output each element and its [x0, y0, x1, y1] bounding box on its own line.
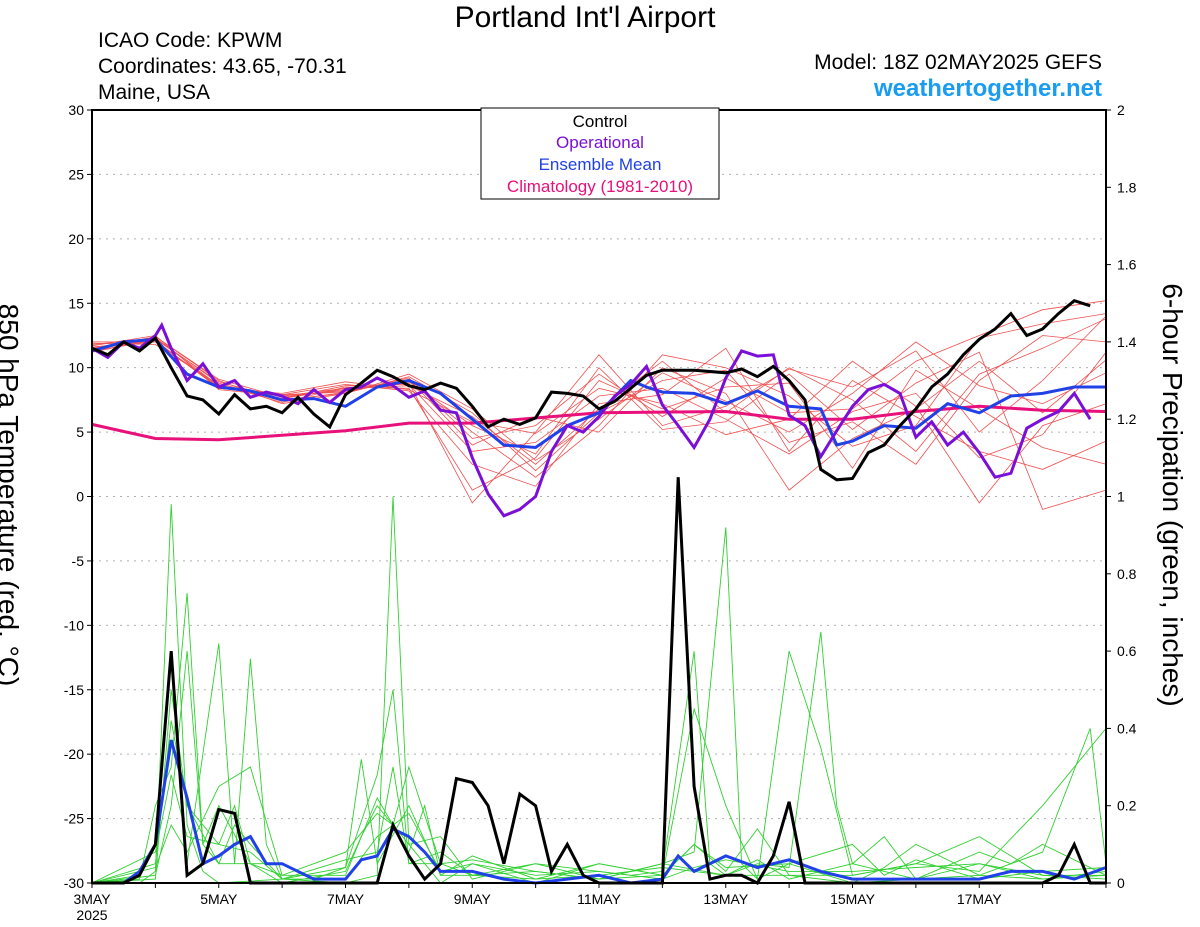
left-tick-label: -30 — [64, 875, 84, 891]
legend-climatology: Climatology (1981-2010) — [507, 177, 693, 196]
left-tick-label: 5 — [76, 424, 84, 440]
right-tick-label: 0.2 — [1117, 798, 1137, 814]
right-tick-label: 0 — [1117, 875, 1125, 891]
left-tick-label: 15 — [68, 295, 84, 311]
chart-title: Portland Int'l Airport — [454, 1, 716, 34]
right-tick-label: 2 — [1117, 102, 1125, 118]
legend-operational: Operational — [556, 133, 644, 152]
left-tick-label: -10 — [64, 617, 84, 633]
temp-member-line — [92, 341, 1107, 461]
x-tick-label: 7MAY — [327, 891, 365, 907]
model-run: Model: 18Z 02MAY2025 GEFS — [814, 51, 1102, 74]
left-tick-label: -20 — [64, 746, 84, 762]
precip-member-line — [91, 766, 1107, 884]
x-tick-label: 9MAY — [454, 891, 492, 907]
temp-control-line — [91, 299, 1091, 482]
precip-member-line — [91, 689, 1107, 884]
coordinates: Coordinates: 43.65, -70.31 — [98, 55, 347, 78]
right-tick-label: 1.4 — [1117, 334, 1137, 350]
temp-member-line — [91, 313, 1107, 478]
icao-code: ICAO Code: KPWM — [98, 29, 283, 52]
precip-member-line — [91, 631, 1107, 884]
right-tick-label: 1.8 — [1117, 179, 1137, 195]
left-tick-label: 20 — [68, 231, 84, 247]
precip-control-line — [92, 477, 1106, 885]
temp-member-line — [91, 336, 1107, 510]
legend-box — [480, 107, 720, 200]
precip-ensemble-mean-line — [92, 739, 1107, 885]
x-tick-sublabel: 2025 — [76, 907, 107, 923]
temp-member-line — [91, 337, 1107, 491]
left-tick-label: -5 — [72, 553, 85, 569]
right-tick-label: 1.6 — [1117, 257, 1137, 273]
legend-ensemble-mean: Ensemble Mean — [539, 155, 662, 174]
left-tick-label: 10 — [68, 360, 84, 376]
x-tick-label: 3MAY — [73, 891, 111, 907]
legend: Control Operational Ensemble Mean Climat… — [480, 107, 720, 200]
right-tick-label: 1 — [1117, 489, 1125, 505]
site-link[interactable]: weathertogether.net — [873, 75, 1102, 102]
precip-member-line — [91, 527, 1107, 884]
right-tick-label: 1.2 — [1117, 411, 1137, 427]
right-tick-label: 0.8 — [1117, 566, 1137, 582]
region: Maine, USA — [98, 81, 211, 104]
x-tick-label: 11MAY — [577, 891, 621, 907]
x-tick-label: 5MAY — [200, 891, 238, 907]
x-tick-label: 15MAY — [830, 891, 876, 907]
right-tick-label: 0.6 — [1117, 643, 1137, 659]
precip-member-line — [92, 496, 1106, 884]
x-tick-label: 13MAY — [703, 891, 749, 907]
precip-member-line — [91, 651, 1107, 884]
left-tick-label: 0 — [76, 489, 84, 505]
legend-control: Control — [573, 112, 628, 131]
right-tick-label: 0.4 — [1117, 720, 1137, 736]
left-tick-label: 30 — [68, 102, 84, 118]
climatology-line — [91, 404, 1107, 442]
x-tick-label: 17MAY — [957, 891, 1003, 907]
temp-operational-line — [91, 321, 1092, 518]
left-tick-label: -25 — [64, 811, 84, 827]
left-tick-label: 25 — [68, 166, 84, 182]
left-tick-label: -15 — [64, 682, 84, 698]
